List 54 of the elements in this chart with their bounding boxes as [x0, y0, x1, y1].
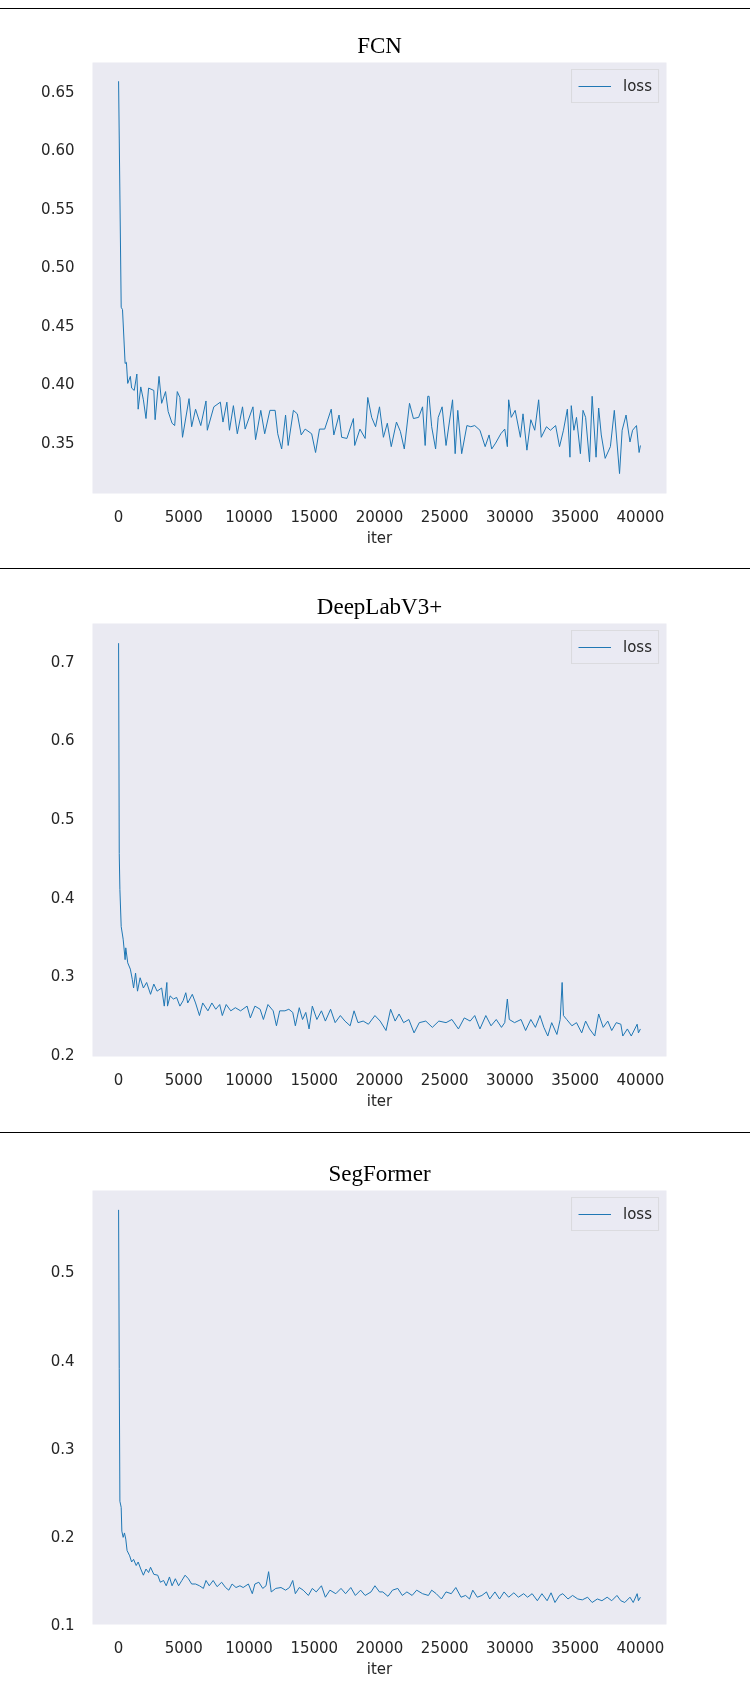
y-tick-label: 0.3: [50, 1439, 75, 1458]
x-tick-label: 0: [113, 507, 124, 526]
x-tick-label: 5000: [164, 1070, 203, 1089]
y-tick-label: 0.60: [41, 141, 75, 160]
x-tick-label: 0: [113, 1070, 124, 1089]
y-tick-label: 0.3: [50, 967, 75, 986]
y-tick-label: 0.7: [50, 652, 75, 671]
x-tick-label: 15000: [290, 507, 339, 526]
y-tick-label: 0.5: [50, 809, 75, 828]
y-tick-label: 0.40: [41, 375, 75, 394]
y-tick-label: 0.1: [50, 1615, 75, 1634]
x-tick-label: 25000: [420, 1638, 469, 1657]
x-tick-label: 30000: [486, 1638, 534, 1657]
x-tick-label: 5000: [164, 507, 203, 526]
y-tick-label: 0.4: [50, 888, 75, 907]
x-tick-label: 20000: [355, 507, 404, 526]
x-tick-label: 40000: [616, 1070, 665, 1089]
x-axis-title: iter: [366, 1659, 394, 1678]
y-tick-label: 0.5: [50, 1263, 75, 1282]
x-tick-label: 20000: [355, 1638, 404, 1657]
x-tick-label: 35000: [551, 507, 600, 526]
y-tick-label: 0.6: [50, 731, 75, 750]
x-tick-label: 15000: [290, 1070, 339, 1089]
y-tick-label: 0.4: [50, 1351, 75, 1370]
x-tick-label: 15000: [290, 1638, 339, 1657]
x-tick-label: 25000: [420, 507, 469, 526]
x-axis-title: iter: [366, 528, 394, 547]
y-tick-label: 0.65: [41, 82, 75, 101]
y-tick-label: 0.45: [41, 316, 75, 335]
x-tick-label: 20000: [355, 1070, 404, 1089]
chart-title: FCN: [357, 32, 403, 58]
x-tick-label: 40000: [616, 1638, 665, 1657]
y-tick-label: 0.55: [41, 199, 75, 218]
legend-label: loss: [623, 638, 652, 656]
x-tick-label: 0: [113, 1638, 124, 1657]
x-tick-label: 35000: [551, 1638, 600, 1657]
x-tick-label: 35000: [551, 1070, 600, 1089]
legend-label: loss: [623, 77, 652, 95]
legend-label: loss: [623, 1205, 652, 1223]
chart-title: DeepLabV3+: [316, 593, 443, 619]
x-tick-label: 40000: [616, 507, 665, 526]
x-tick-label: 25000: [420, 1070, 469, 1089]
y-tick-label: 0.2: [50, 1046, 75, 1065]
y-tick-label: 0.35: [41, 433, 75, 452]
x-tick-label: 10000: [225, 507, 273, 526]
x-tick-label: 30000: [486, 1070, 534, 1089]
x-tick-label: 10000: [225, 1070, 273, 1089]
x-tick-label: 5000: [164, 1638, 203, 1657]
x-tick-label: 30000: [486, 507, 534, 526]
chart-title: SegFormer: [328, 1160, 431, 1186]
y-tick-label: 0.2: [50, 1527, 75, 1546]
y-tick-label: 0.50: [41, 258, 75, 277]
x-tick-label: 10000: [225, 1638, 273, 1657]
x-axis-title: iter: [366, 1091, 394, 1110]
